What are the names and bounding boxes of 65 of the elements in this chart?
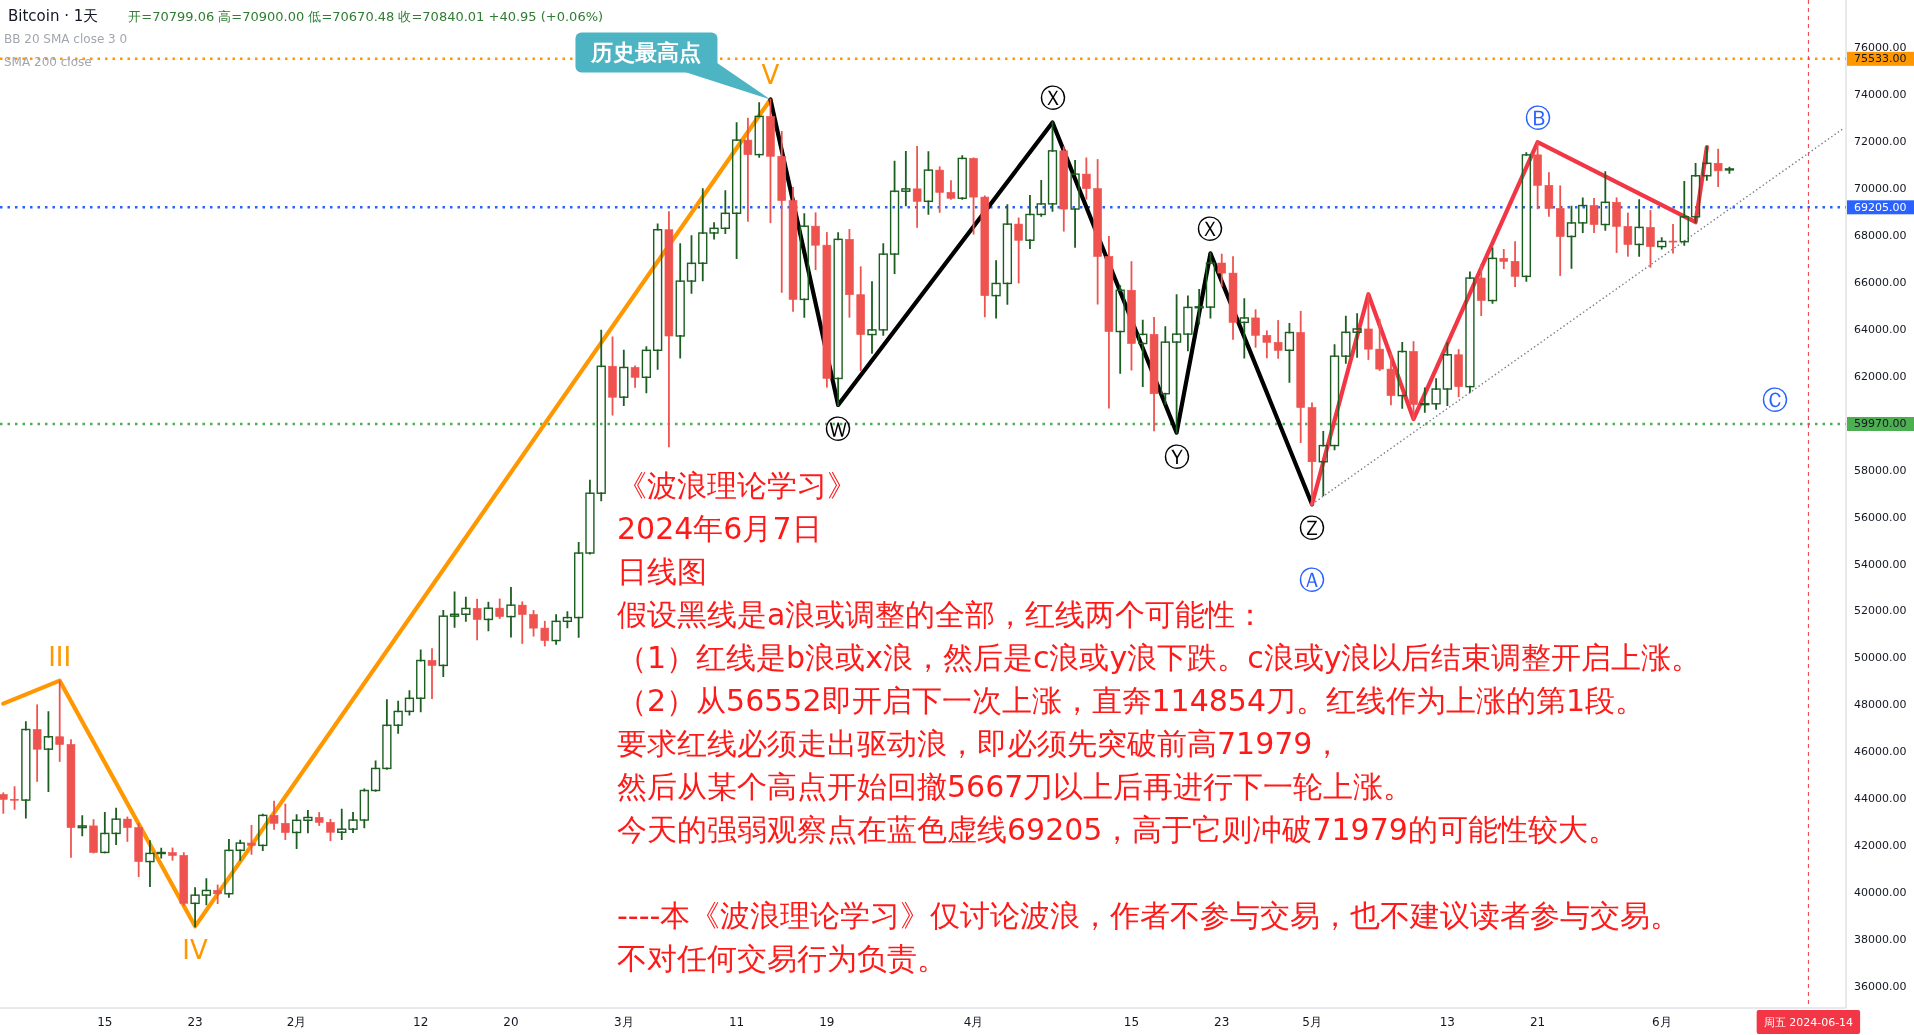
value-label: Ⓧ bbox=[1039, 83, 1066, 114]
annotation: 假设黑线是a浪或调整的全部，红线两个可能性： bbox=[617, 596, 1266, 632]
x-tick-label: 13 bbox=[1439, 1015, 1455, 1029]
annotation: 要求红线必须走出驱动浪，即必须先突破前高71979， bbox=[617, 725, 1343, 761]
value-label: Ⓩ bbox=[1299, 513, 1325, 544]
value-label: Ⓨ bbox=[1163, 441, 1190, 472]
y-tick-label: 74000.00 bbox=[1854, 88, 1907, 102]
annotation: （1）红线是b浪或x浪，然后是c浪或y浪下跌。c浪或y浪以后结束调整开启上涨。 bbox=[617, 639, 1702, 675]
y-tick-label: 46000.00 bbox=[1854, 745, 1907, 759]
annotation: SMA 200 close bbox=[4, 55, 92, 69]
y-tick-label: 40000.00 bbox=[1854, 886, 1907, 900]
x-tick-label: 3月 bbox=[613, 1015, 634, 1029]
annotation: 不对任何交易行为负责。 bbox=[617, 940, 947, 976]
value-label: Ⓦ bbox=[825, 414, 852, 444]
x-tick-label: 2月 bbox=[286, 1015, 307, 1029]
y-tick-label: 50000.00 bbox=[1854, 651, 1907, 665]
annotation: 《波浪理论学习》 bbox=[617, 467, 857, 503]
annotation: ----本《波浪理论学习》仅讨论波浪，作者不参与交易，也不建议读者参与交易。 bbox=[617, 897, 1681, 933]
x-tick-label: 5月 bbox=[1302, 1015, 1322, 1029]
value-label: III bbox=[48, 641, 72, 672]
annotation: 历史最高点 bbox=[590, 39, 702, 65]
y-tick-label: 48000.00 bbox=[1854, 698, 1907, 712]
ref-line-label: 69205.00 bbox=[1854, 200, 1907, 214]
y-tick-label: 68000.00 bbox=[1854, 229, 1907, 243]
x-tick-label: 4月 bbox=[963, 1015, 984, 1029]
annotation: Ⓒ bbox=[1761, 385, 1788, 415]
value-label: V bbox=[761, 60, 780, 91]
ref-line-label: 周五 2024-06-14 bbox=[1763, 1015, 1854, 1029]
annotation: （2）从56552即开启下一次上涨，直奔114854刀。红线作为上涨的第1段。 bbox=[617, 682, 1646, 718]
x-tick-label: 15 bbox=[1123, 1015, 1140, 1029]
y-tick-label: 66000.00 bbox=[1854, 276, 1907, 289]
y-tick-label: 42000.00 bbox=[1854, 839, 1907, 853]
x-tick-label: 20 bbox=[503, 1015, 519, 1029]
x-tick-label: 12 bbox=[413, 1015, 429, 1029]
value-label: Ⓧ bbox=[1197, 214, 1224, 245]
y-tick-label: 52000.00 bbox=[1854, 604, 1907, 618]
title: Bitcoin · 1天 bbox=[8, 7, 99, 25]
x-tick-label: 11 bbox=[728, 1015, 745, 1029]
annotation: Ⓑ bbox=[1524, 103, 1551, 134]
y-tick-label: 58000.00 bbox=[1854, 463, 1907, 477]
ref-line-label: 75533.00 bbox=[1854, 52, 1907, 66]
y-tick-label: 64000.00 bbox=[1854, 322, 1907, 336]
annotation: 2024年6月7日 bbox=[617, 510, 822, 546]
annotation: 然后从某个高点开始回撤5667刀以上后再进行下一轮上涨。 bbox=[617, 768, 1414, 804]
y-tick-label: 36000.00 bbox=[1854, 979, 1907, 993]
x-tick-label: 23 bbox=[1214, 1015, 1230, 1029]
annotation: BB 20 SMA close 3 0 bbox=[4, 32, 128, 46]
annotation: 日线图 bbox=[617, 553, 707, 589]
x-tick-label: 23 bbox=[187, 1015, 203, 1029]
y-tick-label: 54000.00 bbox=[1854, 557, 1907, 571]
y-tick-label: 72000.00 bbox=[1854, 135, 1907, 149]
y-tick-label: 44000.00 bbox=[1854, 792, 1907, 806]
x-tick-label: 19 bbox=[819, 1015, 835, 1029]
y-tick-label: 56000.00 bbox=[1854, 510, 1907, 524]
ref-line-label: 59970.00 bbox=[1854, 417, 1907, 431]
annotation: 今天的强弱观察点在蓝色虚线69205，高于它则冲破71979的可能性较大。 bbox=[617, 811, 1618, 847]
y-tick-label: 38000.00 bbox=[1854, 933, 1907, 946]
y-tick-label: 62000.00 bbox=[1854, 369, 1907, 383]
x-tick-label: 21 bbox=[1530, 1015, 1546, 1029]
annotation: Ⓐ bbox=[1299, 565, 1325, 596]
x-tick-label: 15 bbox=[97, 1015, 113, 1029]
subtitle: 开=70799.06 高=70900.00 低=70670.48 收=70840.01 +40.95 (+0.06%) bbox=[128, 8, 604, 24]
value-label: IV bbox=[182, 935, 208, 966]
y-tick-label: 70000.00 bbox=[1854, 182, 1907, 196]
x-tick-label: 6月 bbox=[1651, 1015, 1672, 1029]
